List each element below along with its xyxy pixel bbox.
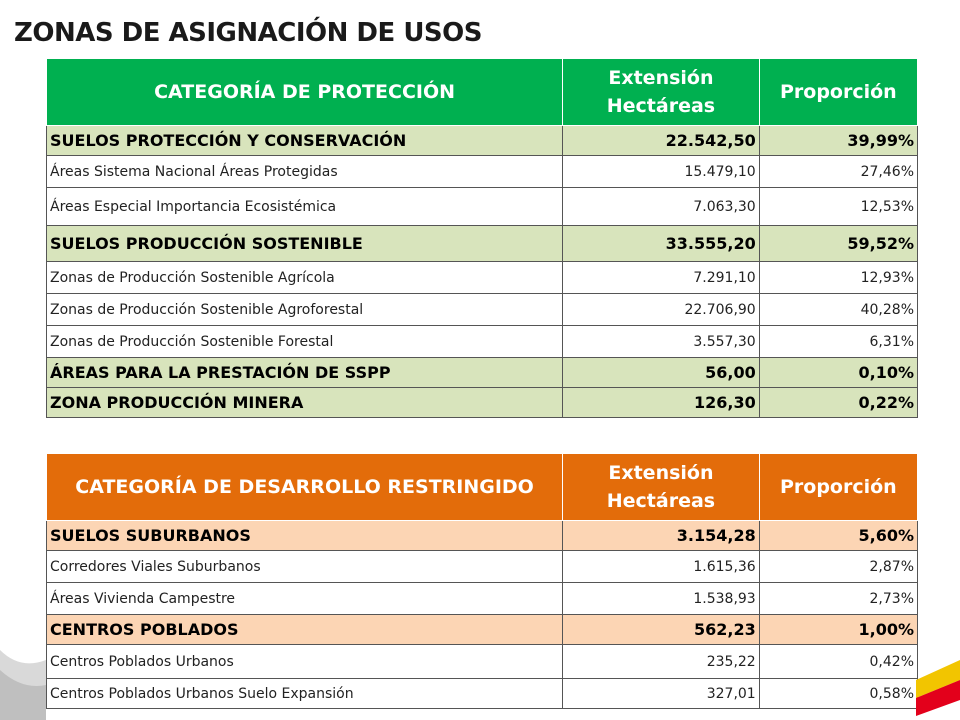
row-extension: 15.479,10: [562, 155, 760, 188]
row-proportion: 59,52%: [758, 225, 919, 262]
row-name: Áreas Vivienda Campestre: [45, 582, 564, 615]
row-proportion: 2,87%: [758, 550, 919, 583]
row-name: Zonas de Producción Sostenible Forestal: [45, 325, 564, 358]
header-proportion: Proporción: [758, 58, 919, 126]
row-extension: 562,23: [562, 614, 760, 645]
category-row: SUELOS PROTECCIÓN Y CONSERVACIÓN 22.542,5…: [45, 125, 919, 156]
table-row: Centros Poblados Urbanos 235,22 0,42%: [45, 644, 919, 679]
row-name: Centros Poblados Urbanos Suelo Expansión: [45, 678, 564, 709]
header-extension: Extensión Hectáreas: [562, 58, 760, 126]
category-row: SUELOS PRODUCCIÓN SOSTENIBLE 33.555,20 59,…: [45, 225, 919, 262]
row-proportion: 39,99%: [758, 125, 919, 156]
restricted-development-table: CATEGORÍA DE DESARROLLO RESTRINGIDO Exte…: [45, 453, 919, 709]
header-category: CATEGORÍA DE PROTECCIÓN: [45, 58, 564, 126]
table-row: Áreas Especial Importancia Ecosistémica 7…: [45, 187, 919, 226]
row-proportion: 6,31%: [758, 325, 919, 358]
category-row: ÁREAS PARA LA PRESTACIÓN DE SSPP 56,00 0,1…: [45, 357, 919, 388]
header-proportion: Proporción: [758, 453, 919, 521]
table-row: Zonas de Producción Sostenible Agrícola 7…: [45, 261, 919, 294]
table-row: Corredores Viales Suburbanos 1.615,36 2,87…: [45, 550, 919, 583]
table-header-row: CATEGORÍA DE PROTECCIÓN Extensión Hectár…: [45, 58, 919, 126]
row-name: CENTROS POBLADOS: [45, 614, 564, 645]
protection-table-body: SUELOS PROTECCIÓN Y CONSERVACIÓN 22.542,5…: [45, 125, 919, 418]
protection-table: CATEGORÍA DE PROTECCIÓN Extensión Hectár…: [45, 58, 919, 418]
header-category: CATEGORÍA DE DESARROLLO RESTRINGIDO: [45, 453, 564, 521]
row-extension: 3.154,28: [562, 520, 760, 551]
row-name: SUELOS PROTECCIÓN Y CONSERVACIÓN: [45, 125, 564, 156]
row-proportion: 5,60%: [758, 520, 919, 551]
decorative-swoosh-left: [0, 650, 46, 720]
table-header-row: CATEGORÍA DE DESARROLLO RESTRINGIDO Exte…: [45, 453, 919, 521]
page-title: ZONAS DE ASIGNACIÓN DE USOS: [14, 18, 482, 48]
row-proportion: 12,53%: [758, 187, 919, 226]
row-proportion: 40,28%: [758, 293, 919, 326]
row-extension: 56,00: [562, 357, 760, 388]
row-name: Áreas Sistema Nacional Áreas Protegidas: [45, 155, 564, 188]
row-extension: 235,22: [562, 644, 760, 679]
table-row: Áreas Vivienda Campestre 1.538,93 2,73%: [45, 582, 919, 615]
decorative-flag-right: [916, 660, 960, 716]
row-proportion: 0,22%: [758, 387, 919, 418]
table-row: Áreas Sistema Nacional Áreas Protegidas 1…: [45, 155, 919, 188]
row-name: SUELOS PRODUCCIÓN SOSTENIBLE: [45, 225, 564, 262]
category-row: SUELOS SUBURBANOS 3.154,28 5,60%: [45, 520, 919, 551]
row-extension: 22.542,50: [562, 125, 760, 156]
row-proportion: 0,58%: [758, 678, 919, 709]
table-row: Zonas de Producción Sostenible Forestal 3…: [45, 325, 919, 358]
row-extension: 22.706,90: [562, 293, 760, 326]
row-name: Zonas de Producción Sostenible Agrícola: [45, 261, 564, 294]
row-extension: 126,30: [562, 387, 760, 418]
row-name: SUELOS SUBURBANOS: [45, 520, 564, 551]
category-row: ZONA PRODUCCIÓN MINERA 126,30 0,22%: [45, 387, 919, 418]
row-proportion: 2,73%: [758, 582, 919, 615]
row-name: Corredores Viales Suburbanos: [45, 550, 564, 583]
row-name: Áreas Especial Importancia Ecosistémica: [45, 187, 564, 226]
row-proportion: 1,00%: [758, 614, 919, 645]
header-extension: Extensión Hectáreas: [562, 453, 760, 521]
row-extension: 327,01: [562, 678, 760, 709]
table-row: Centros Poblados Urbanos Suelo Expansión…: [45, 678, 919, 709]
row-extension: 7.063,30: [562, 187, 760, 226]
row-extension: 1.615,36: [562, 550, 760, 583]
table-row: Zonas de Producción Sostenible Agrofores…: [45, 293, 919, 326]
row-proportion: 12,93%: [758, 261, 919, 294]
row-proportion: 0,42%: [758, 644, 919, 679]
row-extension: 1.538,93: [562, 582, 760, 615]
row-proportion: 27,46%: [758, 155, 919, 188]
restricted-table-body: SUELOS SUBURBANOS 3.154,28 5,60% Corredores…: [45, 520, 919, 709]
category-row: CENTROS POBLADOS 562,23 1,00%: [45, 614, 919, 645]
row-proportion: 0,10%: [758, 357, 919, 388]
row-extension: 3.557,30: [562, 325, 760, 358]
row-extension: 7.291,10: [562, 261, 760, 294]
row-extension: 33.555,20: [562, 225, 760, 262]
row-name: ZONA PRODUCCIÓN MINERA: [45, 387, 564, 418]
row-name: ÁREAS PARA LA PRESTACIÓN DE SSPP: [45, 357, 564, 388]
row-name: Zonas de Producción Sostenible Agrofores…: [45, 293, 564, 326]
row-name: Centros Poblados Urbanos: [45, 644, 564, 679]
